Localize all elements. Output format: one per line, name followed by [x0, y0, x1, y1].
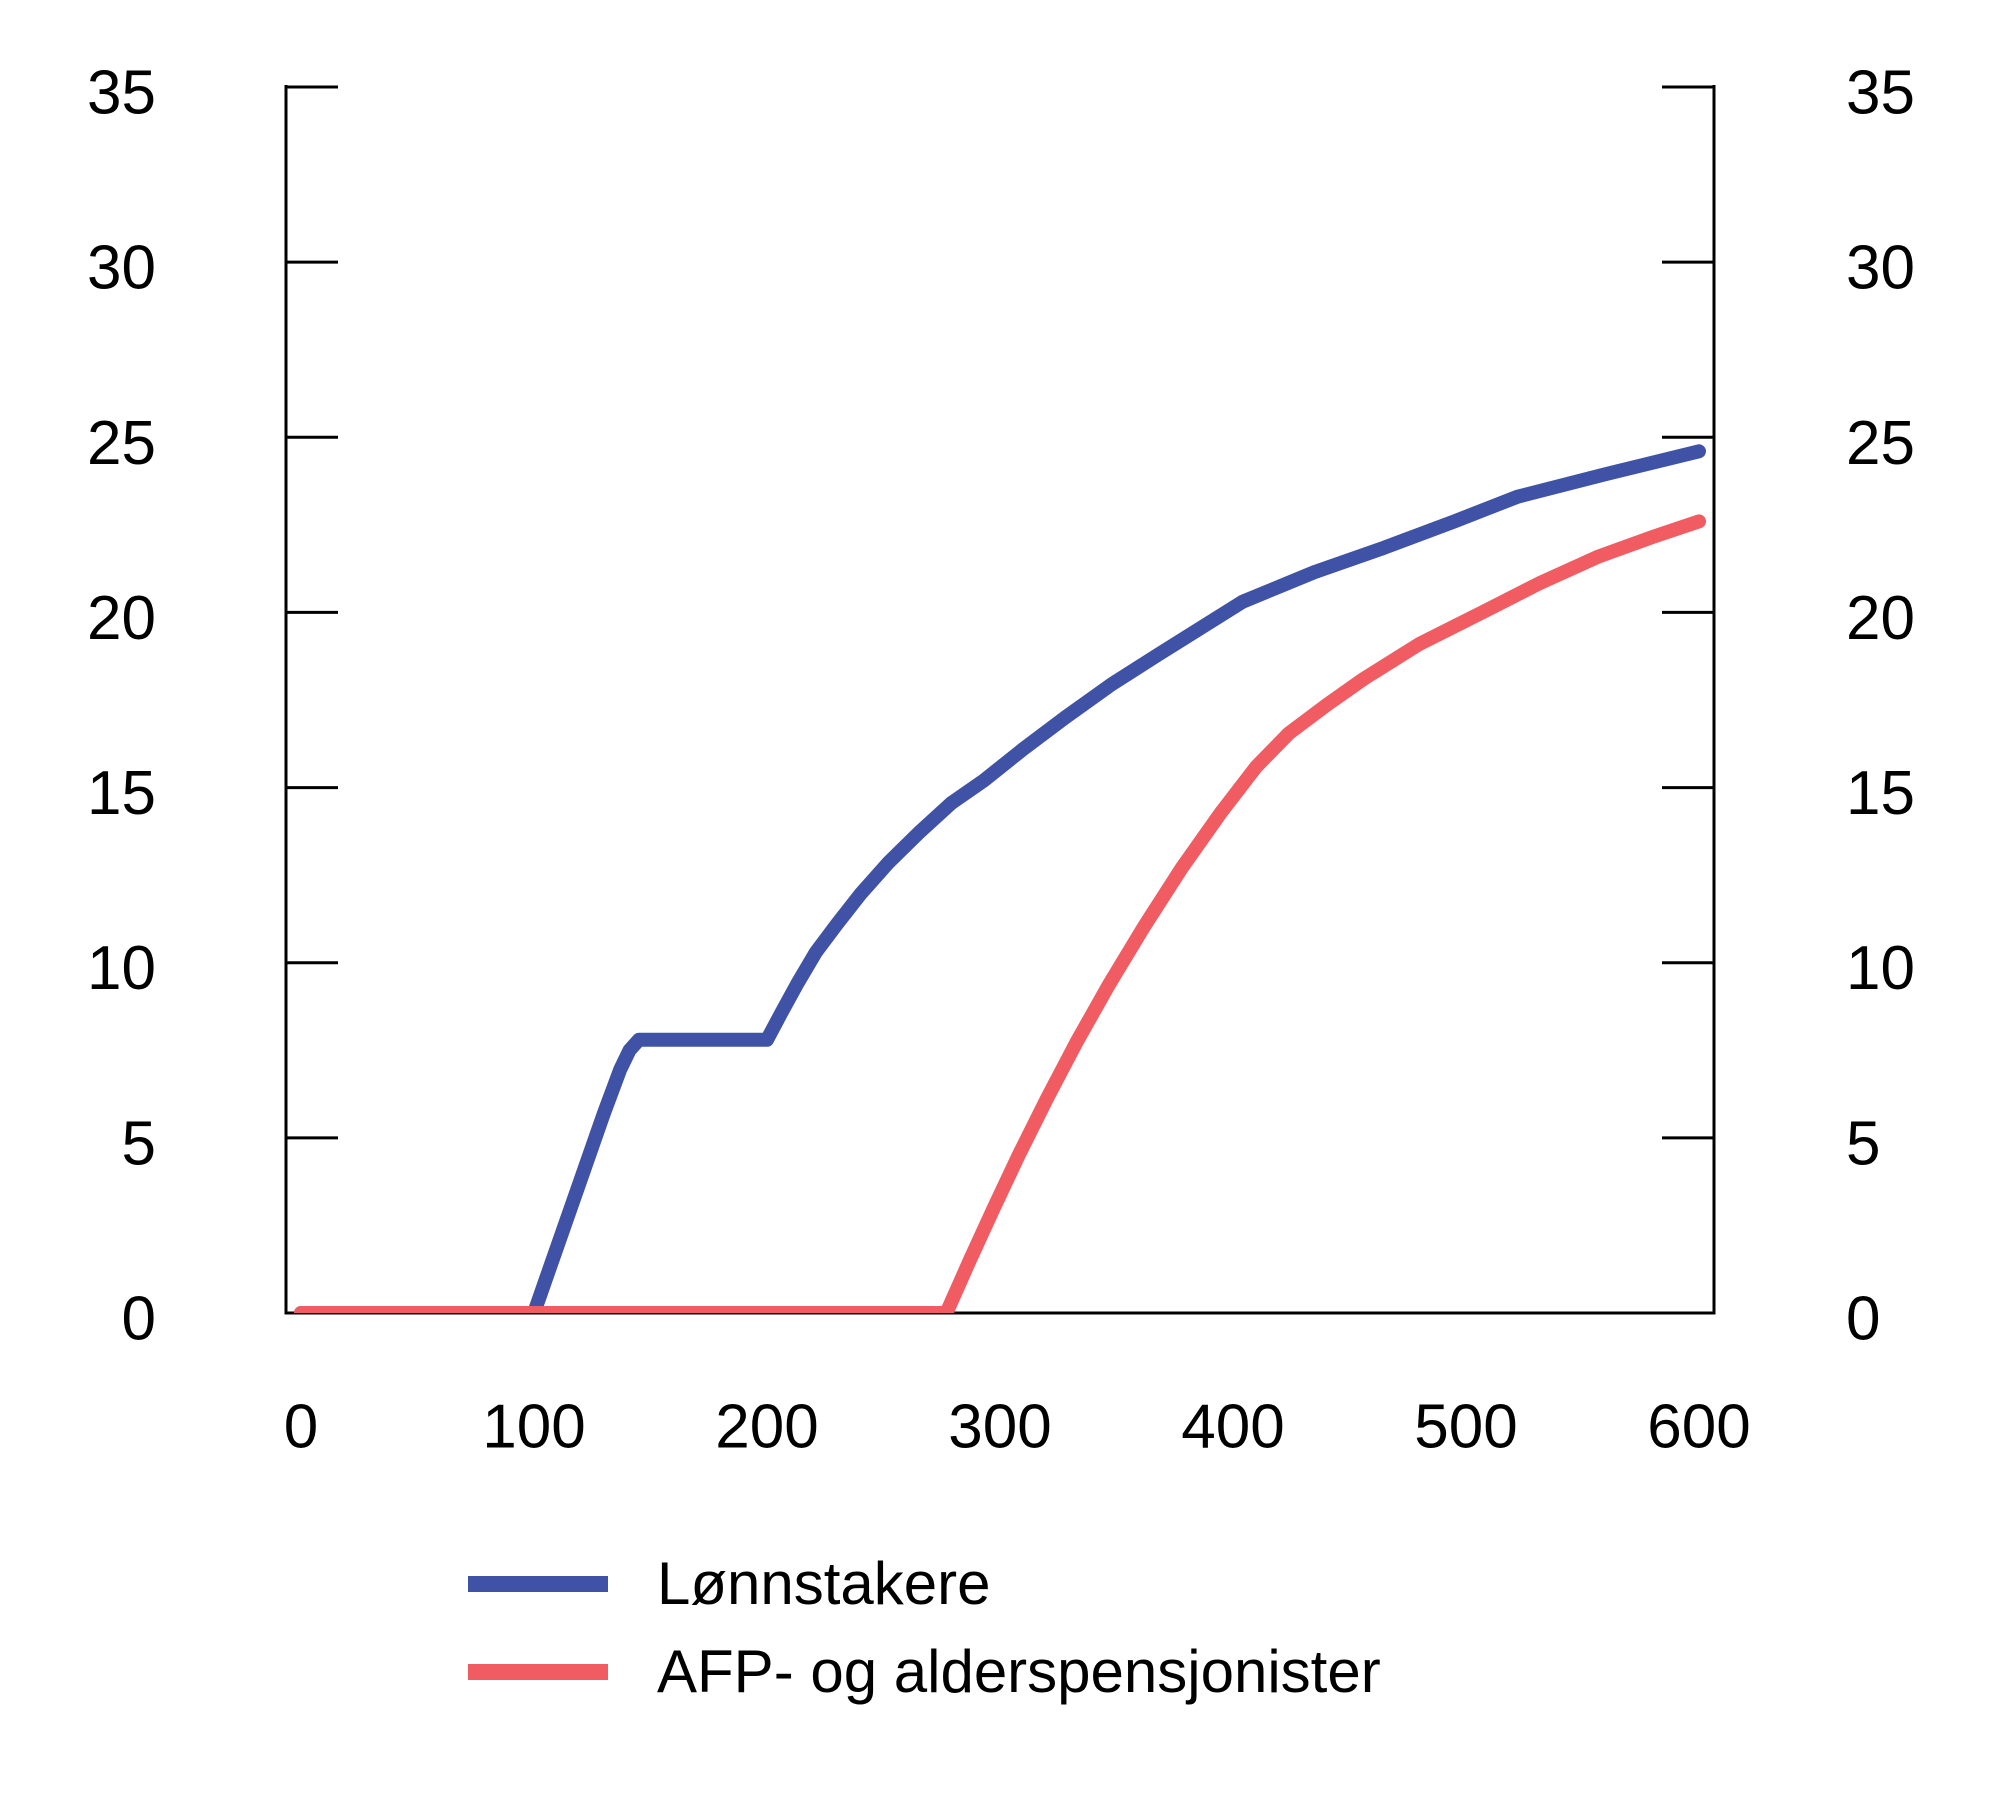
x-axis-label: 100 [482, 1393, 585, 1462]
y-axis-label-right: 30 [1846, 234, 1915, 303]
y-axis-label-left: 5 [122, 1109, 156, 1178]
legend-swatch-afp-og-alderspensjonister [468, 1664, 608, 1680]
y-axis-label-left: 35 [87, 59, 156, 128]
y-axis-label-right: 25 [1846, 409, 1915, 478]
x-axis-label: 300 [948, 1393, 1051, 1462]
x-axis-label: 200 [715, 1393, 818, 1462]
y-axis-label-left: 15 [87, 759, 156, 828]
legend-label-lonnstakere: Lønnstakere [657, 1550, 991, 1617]
x-axis-label: 600 [1647, 1393, 1750, 1462]
y-axis-label-left: 30 [87, 234, 156, 303]
y-axis-label-right: 20 [1846, 584, 1915, 653]
y-axis-label-right: 10 [1846, 934, 1915, 1003]
legend-item-afp-og-alderspensjonister: AFP- og alderspensjonister [468, 1641, 1381, 1703]
series-line-afp-og-alderspensjonister [294, 514, 1706, 1313]
y-axis-label-right: 5 [1846, 1109, 1880, 1178]
legend-swatch-lonnstakere [468, 1576, 608, 1592]
series-line-lonnstakere [294, 444, 1706, 1313]
x-axis-label: 400 [1181, 1393, 1284, 1462]
x-axis-label: 0 [284, 1393, 318, 1462]
y-axis-label-right: 35 [1846, 59, 1915, 128]
y-axis-label-right: 15 [1846, 759, 1915, 828]
y-axis-label-left: 0 [122, 1285, 156, 1354]
x-axis-label: 500 [1414, 1393, 1517, 1462]
y-axis-label-left: 10 [87, 934, 156, 1003]
y-axis-label-right: 0 [1846, 1285, 1880, 1354]
legend-label-afp-og-alderspensjonister: AFP- og alderspensjonister [657, 1638, 1381, 1705]
y-axis-label-left: 20 [87, 584, 156, 653]
y-axis-label-left: 25 [87, 409, 156, 478]
legend-item-lonnstakere: Lønnstakere [468, 1553, 991, 1615]
